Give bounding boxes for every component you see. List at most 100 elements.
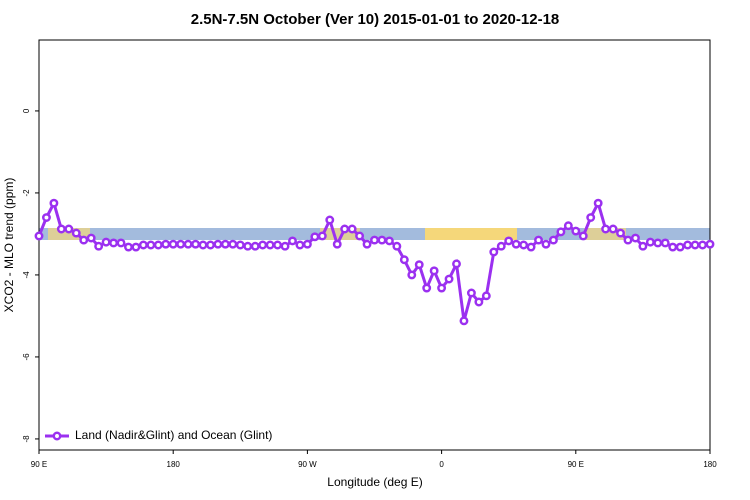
data-point (213, 239, 223, 249)
legend-marker (52, 431, 62, 441)
x-tick-label: 90 W (298, 460, 317, 469)
data-point (452, 259, 461, 269)
data-point (273, 240, 283, 250)
data-point (571, 226, 581, 236)
data-point (541, 239, 551, 249)
data-point (138, 240, 148, 250)
data-point (206, 240, 215, 250)
data-point (690, 240, 700, 250)
data-point (220, 239, 230, 249)
chart-title: 2.5N-7.5N October (Ver 10) 2015-01-01 to… (191, 11, 560, 28)
data-point (340, 224, 350, 234)
data-point (131, 242, 141, 252)
data-point (243, 241, 253, 251)
data-point (504, 236, 514, 246)
x-tick-label: 90 E (31, 460, 47, 469)
land-band (425, 228, 517, 240)
data-point (347, 224, 357, 234)
data-point (384, 236, 394, 246)
data-point (444, 274, 454, 284)
data-point (519, 240, 529, 250)
data-point (153, 240, 163, 250)
data-point (362, 239, 372, 249)
data-point (526, 242, 536, 252)
data-point (578, 231, 588, 241)
data-point (176, 239, 186, 249)
data-point (370, 235, 379, 245)
data-point (698, 240, 707, 250)
data-point (437, 283, 447, 293)
data-point (64, 224, 74, 234)
data-point (459, 316, 469, 326)
y-tick-label: -8 (22, 435, 31, 443)
data-point (399, 255, 409, 265)
data-point (653, 238, 663, 248)
legend-label: Land (Nadir&Glint) and Ocean (Glint) (75, 428, 272, 442)
data-point (56, 224, 66, 234)
x-tick-label: 90 E (568, 460, 584, 469)
data-point (79, 235, 89, 245)
data-point (608, 224, 618, 234)
x-tick-label: 180 (167, 460, 181, 469)
data-point (474, 297, 484, 307)
data-point (317, 231, 327, 241)
data-point (630, 233, 640, 243)
data-point (683, 240, 693, 250)
data-point (116, 238, 126, 248)
data-point (310, 232, 320, 242)
data-point (668, 242, 678, 252)
x-tick-label: 180 (703, 460, 717, 469)
data-point (228, 239, 238, 249)
data-point (288, 236, 297, 246)
data-point (198, 240, 208, 250)
data-point (94, 241, 104, 251)
x-axis-label: Longitude (deg E) (327, 475, 422, 489)
data-point (429, 266, 439, 276)
data-point (183, 239, 193, 249)
data-point (168, 239, 178, 249)
y-tick-label: -4 (22, 271, 31, 279)
data-point (161, 239, 171, 249)
y-axis-label: XCO2 - MLO trend (ppm) (2, 178, 16, 313)
data-point (511, 239, 521, 249)
data-point (601, 224, 611, 234)
y-tick-label: -2 (22, 189, 31, 197)
surface-band (39, 228, 710, 240)
data-point (258, 240, 268, 250)
data-point (355, 231, 365, 241)
data-point (556, 227, 566, 237)
data-point (124, 242, 133, 252)
data-point (34, 231, 44, 241)
data-point (563, 221, 573, 231)
x-tick-label: 0 (439, 460, 444, 469)
series-line (37, 199, 711, 322)
data-point (302, 239, 312, 249)
data-point (645, 237, 655, 247)
data-point (496, 241, 506, 251)
data-point (295, 240, 305, 250)
data-point (392, 241, 402, 251)
data-point (250, 241, 260, 251)
data-point (638, 241, 648, 251)
data-point (414, 260, 424, 270)
data-point (660, 238, 670, 248)
data-point (407, 270, 417, 280)
data-point (109, 238, 119, 248)
data-point (593, 198, 603, 208)
data-point (42, 213, 51, 222)
data-point (616, 228, 625, 238)
y-tick-label: -6 (22, 353, 31, 361)
data-point (377, 235, 387, 245)
data-point (675, 242, 685, 252)
data-point (280, 241, 290, 251)
ocean-band (39, 228, 710, 240)
data-point (191, 239, 201, 249)
y-tick-label: 0 (22, 108, 31, 113)
data-point (586, 213, 596, 222)
data-point (481, 291, 491, 301)
data-point (49, 198, 59, 208)
data-point (548, 235, 558, 245)
data-point (235, 240, 245, 250)
data-point (466, 288, 476, 298)
